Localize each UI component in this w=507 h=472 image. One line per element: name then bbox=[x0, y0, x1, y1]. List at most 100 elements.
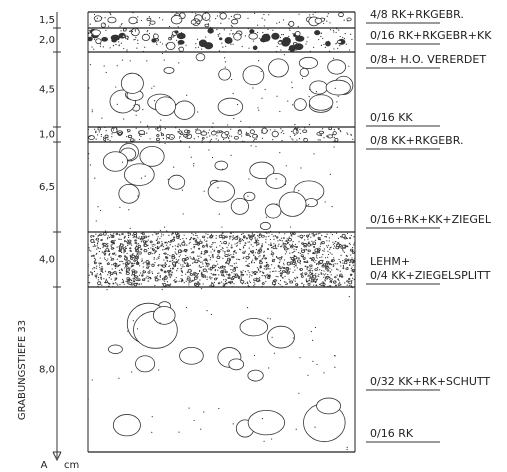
grain bbox=[189, 276, 191, 278]
grain bbox=[315, 259, 317, 262]
stone bbox=[200, 266, 202, 268]
grain bbox=[114, 267, 117, 269]
grain bbox=[163, 259, 165, 261]
grain bbox=[108, 250, 110, 252]
grain bbox=[276, 248, 278, 250]
grain bbox=[233, 263, 235, 265]
grain bbox=[254, 12, 256, 14]
grain bbox=[120, 251, 123, 254]
stone bbox=[259, 248, 263, 252]
grain bbox=[306, 268, 308, 270]
grain bbox=[225, 134, 227, 136]
grain bbox=[296, 283, 299, 285]
grain bbox=[322, 263, 324, 266]
grain bbox=[177, 26, 179, 28]
grain bbox=[278, 21, 281, 23]
grain bbox=[254, 283, 256, 285]
grain bbox=[122, 280, 124, 282]
grain bbox=[125, 263, 127, 265]
grain bbox=[277, 245, 279, 247]
grain bbox=[162, 264, 164, 266]
grain bbox=[304, 261, 306, 263]
stone bbox=[351, 261, 354, 264]
stone bbox=[226, 249, 230, 252]
grain bbox=[340, 265, 342, 267]
grain bbox=[230, 232, 233, 234]
grain bbox=[248, 276, 251, 278]
grain bbox=[236, 242, 238, 244]
grain bbox=[140, 19, 143, 22]
grain bbox=[247, 265, 249, 267]
grain bbox=[319, 245, 321, 247]
grain bbox=[258, 37, 260, 39]
grain bbox=[306, 236, 309, 238]
grain bbox=[263, 25, 265, 27]
grain bbox=[200, 288, 203, 290]
grain bbox=[234, 267, 236, 270]
grain bbox=[310, 281, 312, 283]
grain bbox=[125, 259, 127, 262]
grain bbox=[127, 244, 129, 247]
depth-label: 2,0 bbox=[39, 35, 55, 46]
grain bbox=[295, 131, 298, 133]
grain bbox=[262, 257, 264, 260]
grain bbox=[294, 245, 296, 248]
grain bbox=[332, 29, 334, 31]
grain bbox=[107, 138, 109, 141]
grain bbox=[166, 256, 168, 258]
stone bbox=[127, 234, 130, 237]
grain bbox=[115, 264, 117, 267]
grain bbox=[136, 237, 138, 239]
grain bbox=[323, 274, 326, 276]
grain bbox=[224, 269, 227, 271]
layer-note: 0/16+RK+KK+ZIEGEL bbox=[370, 213, 492, 226]
grain bbox=[253, 242, 255, 244]
grain bbox=[195, 47, 197, 49]
stone bbox=[264, 203, 282, 219]
grain bbox=[166, 248, 168, 250]
grain bbox=[183, 262, 185, 264]
grain bbox=[207, 237, 209, 239]
grain bbox=[232, 235, 234, 237]
stone bbox=[214, 277, 218, 281]
stone bbox=[171, 232, 174, 235]
grain bbox=[351, 269, 354, 271]
stone bbox=[180, 132, 184, 136]
grain bbox=[229, 231, 232, 234]
grain bbox=[322, 131, 325, 134]
grain bbox=[172, 259, 174, 262]
grain bbox=[333, 257, 335, 259]
grain bbox=[323, 248, 326, 250]
grain bbox=[208, 268, 210, 270]
grain bbox=[353, 270, 355, 272]
grain bbox=[215, 246, 218, 248]
grain bbox=[217, 254, 219, 256]
grain bbox=[350, 250, 352, 252]
grain bbox=[275, 255, 278, 258]
stone bbox=[110, 272, 114, 276]
grain bbox=[310, 236, 312, 238]
stone bbox=[248, 32, 258, 40]
grain bbox=[252, 40, 254, 42]
grain bbox=[158, 247, 160, 250]
grain bbox=[204, 276, 206, 278]
grain bbox=[161, 43, 164, 45]
grain bbox=[181, 270, 183, 273]
grain bbox=[315, 273, 317, 275]
grain bbox=[225, 279, 228, 281]
grain bbox=[350, 134, 352, 136]
grain bbox=[295, 128, 297, 131]
grain bbox=[171, 136, 173, 139]
grain bbox=[305, 280, 308, 283]
grain bbox=[92, 245, 94, 248]
grain bbox=[182, 240, 185, 242]
grain bbox=[217, 266, 220, 269]
grain bbox=[230, 24, 233, 26]
stone bbox=[309, 274, 314, 278]
grain bbox=[265, 236, 267, 238]
stone bbox=[137, 244, 142, 248]
grain bbox=[111, 235, 114, 237]
grain bbox=[280, 33, 283, 36]
grain bbox=[133, 39, 135, 41]
grain bbox=[269, 129, 271, 131]
